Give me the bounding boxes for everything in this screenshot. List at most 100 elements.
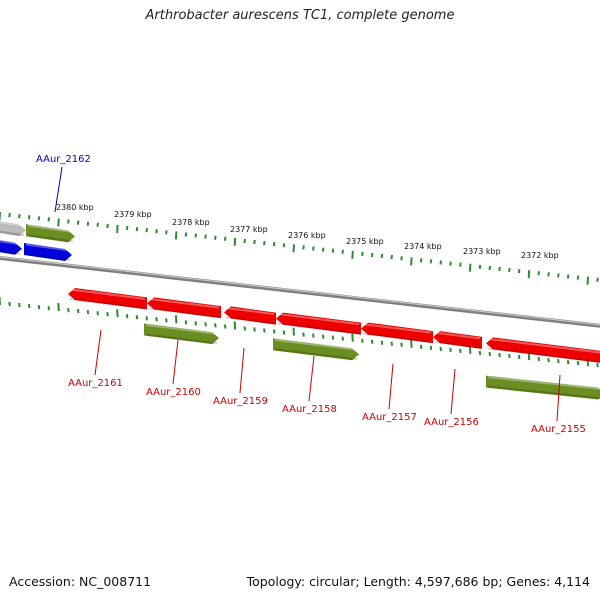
outer-tick <box>361 251 364 257</box>
feature-tracks <box>0 221 600 400</box>
inner-tick <box>272 329 276 334</box>
gene-label-aaur_2157: AAur_2157 <box>362 412 417 423</box>
outer-tick <box>488 265 491 271</box>
feature-green-2158 <box>273 338 359 361</box>
ruler-label: 2374 kbp <box>404 242 442 251</box>
inner-tick <box>263 328 266 333</box>
outer-tick <box>292 244 295 253</box>
leader-line <box>239 347 245 394</box>
outer-tick <box>547 272 550 277</box>
gene-label-aaur_2158: AAur_2158 <box>282 404 337 415</box>
outer-tick <box>390 254 393 260</box>
inner-tick <box>145 316 148 321</box>
inner-tick <box>194 321 197 326</box>
outer-tick <box>321 247 325 252</box>
outer-tick <box>184 232 188 237</box>
outer-tick <box>282 243 286 248</box>
backbone-line <box>0 256 600 328</box>
outer-tick <box>135 226 139 232</box>
ruler-ticks <box>0 212 599 368</box>
gene-label-aaur_2160: AAur_2160 <box>146 387 201 398</box>
outer-tick <box>106 223 109 228</box>
outer-tick <box>27 215 31 220</box>
ruler-label: 2379 kbp <box>114 210 152 219</box>
outer-tick <box>517 269 521 274</box>
outer-tick <box>96 222 99 227</box>
outer-tick <box>67 219 70 224</box>
outer-tick <box>596 277 599 282</box>
inner-tick <box>429 345 433 350</box>
inner-tick <box>18 302 21 308</box>
map-title: Arthrobacter aurescens TC1, complete gen… <box>145 8 455 23</box>
inner-tick <box>419 344 423 349</box>
outer-tick <box>527 270 531 279</box>
outer-tick <box>116 224 119 233</box>
outer-tick <box>478 264 482 269</box>
inner-tick <box>174 315 178 324</box>
inner-tick <box>135 315 139 320</box>
inner-tick <box>312 333 315 338</box>
leader-line <box>54 166 63 213</box>
ruler-label: 2376 kbp <box>288 231 326 240</box>
inner-tick <box>410 339 413 348</box>
outer-tick <box>429 259 433 264</box>
inner-tick <box>508 353 511 359</box>
inner-tick <box>321 334 325 339</box>
inner-tick <box>576 361 580 366</box>
outer-tick <box>223 236 227 241</box>
inner-tick <box>390 341 393 346</box>
inner-tick <box>557 358 560 364</box>
gene-labels: AAur_2162 AAur_2161 AAur_2160 AAur_2159 AAur… <box>36 154 586 435</box>
outer-tick <box>419 258 423 263</box>
inner-tick <box>459 348 462 354</box>
inner-tick <box>361 338 364 343</box>
label-leaders <box>54 166 561 422</box>
inner-tick <box>478 350 482 356</box>
inner-tick <box>184 320 188 325</box>
gene-label-aaur_2159: AAur_2159 <box>213 396 268 407</box>
outer-tick <box>468 263 472 272</box>
leader-line <box>556 374 561 422</box>
gene-label-aaur_2162: AAur_2162 <box>36 154 91 165</box>
inner-tick <box>596 363 599 368</box>
feature-green-2162 <box>26 224 75 243</box>
leader-line <box>308 355 315 402</box>
outer-tick <box>400 256 403 261</box>
gene-2156 <box>433 331 482 349</box>
inner-tick <box>547 357 550 363</box>
inner-tick <box>517 354 521 360</box>
outer-tick <box>370 252 374 258</box>
inner-tick <box>566 359 570 365</box>
outer-tick <box>253 239 256 245</box>
topology-text: Topology: circular; Length: 4,597,686 bp… <box>246 574 590 589</box>
ruler-label: 2378 kbp <box>172 218 210 227</box>
outer-tick <box>537 271 540 276</box>
outer-tick <box>449 261 452 266</box>
outer-tick <box>272 242 276 247</box>
inner-tick <box>106 312 109 317</box>
inner-tick <box>67 308 70 313</box>
inner-tick <box>400 342 403 347</box>
inner-tick <box>86 310 90 315</box>
inner-tick <box>27 303 31 309</box>
ruler-label: 2380 kbp <box>56 203 94 212</box>
ruler-label: 2377 kbp <box>230 225 268 234</box>
genome-backbone <box>0 256 600 328</box>
ruler-label: 2372 kbp <box>521 251 559 260</box>
outer-tick <box>165 230 168 235</box>
outer-tick <box>18 214 21 219</box>
gene-2160 <box>147 297 221 319</box>
inner-tick <box>233 321 237 330</box>
inner-tick <box>155 317 158 322</box>
outer-tick <box>204 234 207 239</box>
leader-line <box>388 363 394 410</box>
ruler-label: 2373 kbp <box>463 247 501 256</box>
outer-tick <box>37 216 41 221</box>
outer-tick <box>76 220 80 225</box>
gene-2158 <box>276 312 361 335</box>
inner-tick <box>498 352 501 358</box>
feature-grey <box>0 221 26 237</box>
gene-forward-a <box>0 240 22 255</box>
inner-tick <box>223 324 227 329</box>
inner-tick <box>302 332 305 337</box>
